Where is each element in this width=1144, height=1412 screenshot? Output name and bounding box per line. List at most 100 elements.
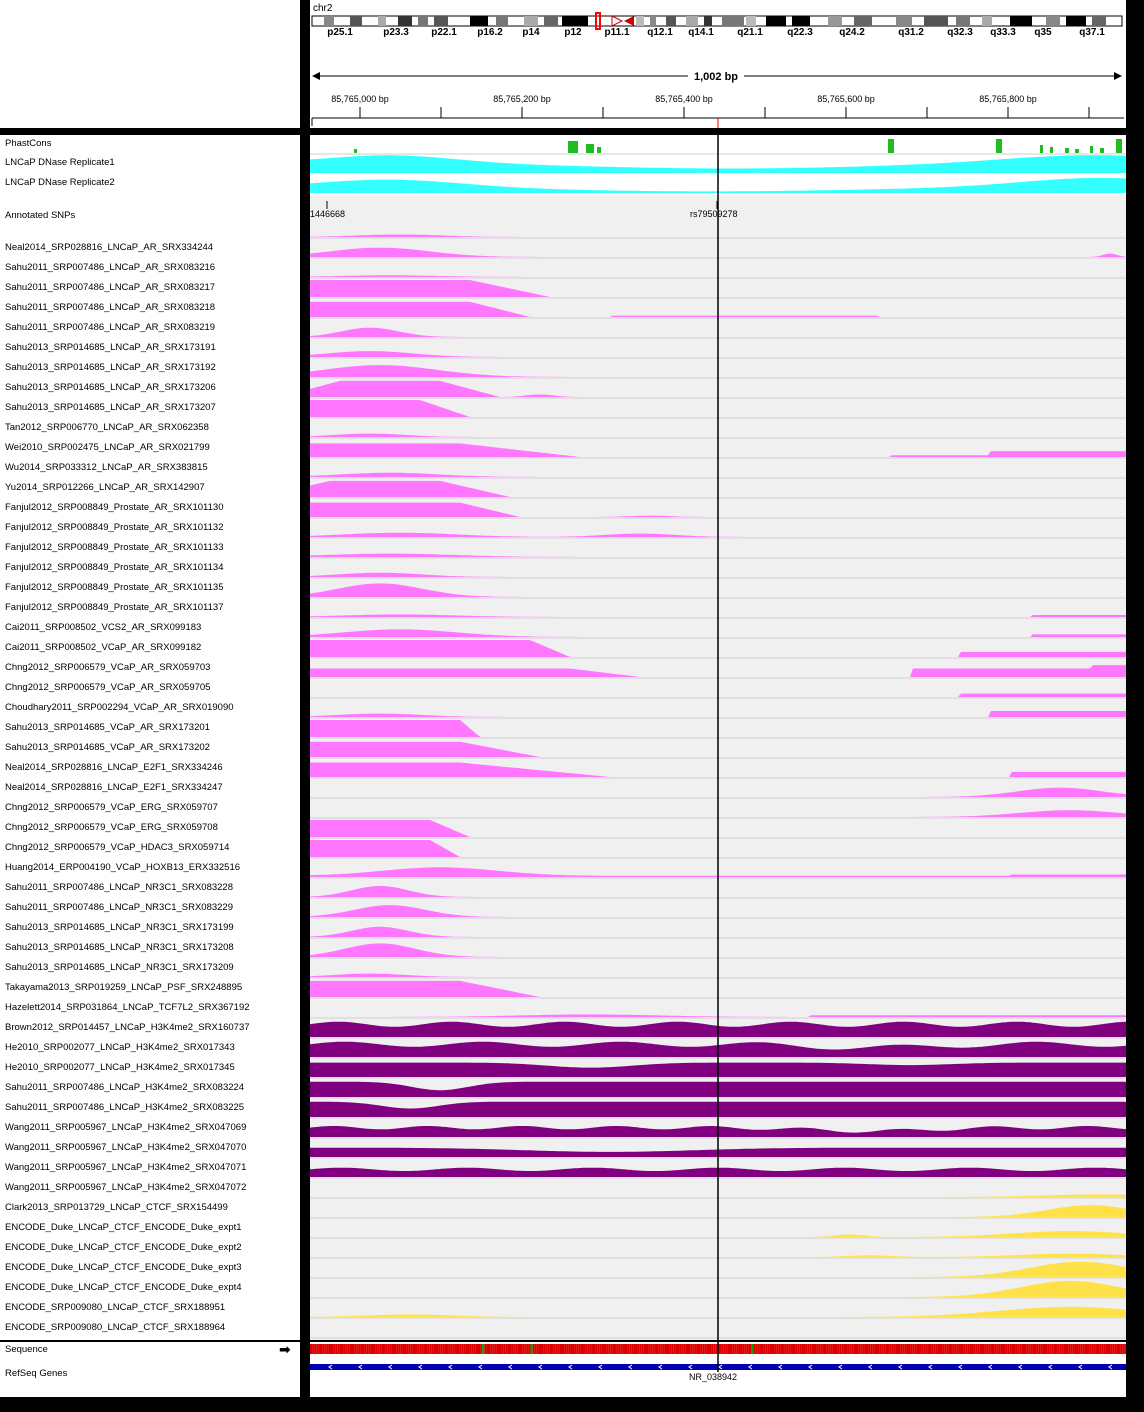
cytoband-label: p11.1: [604, 27, 630, 38]
chip-track-name[interactable]: ENCODE_Duke_LNCaP_CTCF_ENCODE_Duke_expt1: [5, 1222, 242, 1233]
sequence-base: [874, 1344, 877, 1354]
chromosome-ideogram[interactable]: [310, 0, 1126, 128]
chip-track-name[interactable]: Sahu2011_SRP007486_LNCaP_NR3C1_SRX083228: [5, 882, 233, 893]
chip-track-name[interactable]: Takayama2013_SRP019259_LNCaP_PSF_SRX2488…: [5, 982, 243, 993]
chip-track-name[interactable]: Wang2011_SRP005967_LNCaP_H3K4me2_SRX0470…: [5, 1182, 247, 1193]
chip-track-name[interactable]: Choudhary2011_SRP002294_VCaP_AR_SRX01909…: [5, 702, 234, 713]
chip-track-name[interactable]: Sahu2013_SRP014685_LNCaP_AR_SRX173192: [5, 362, 216, 373]
chip-track-name[interactable]: He2010_SRP002077_LNCaP_H3K4me2_SRX017343: [5, 1042, 235, 1053]
chip-track-name[interactable]: Chng2012_SRP006579_VCaP_AR_SRX059703: [5, 662, 211, 673]
sequence-base: [971, 1344, 974, 1354]
chip-track-name[interactable]: Sahu2013_SRP014685_LNCaP_NR3C1_SRX173209: [5, 962, 234, 973]
strand-chevron-icon: [1108, 1364, 1113, 1370]
data-panel[interactable]: 1446668 rs79509278: [310, 135, 1126, 1340]
gene-label[interactable]: NR_038942: [689, 1372, 738, 1382]
sequence-base: [732, 1344, 735, 1354]
strand-arrow-icon[interactable]: ➡: [279, 1341, 291, 1357]
sequence-and-gene-tracks[interactable]: [310, 1342, 1126, 1397]
chip-track-name[interactable]: Sahu2011_SRP007486_LNCaP_H3K4me2_SRX0832…: [5, 1102, 245, 1113]
chip-coverage: [310, 614, 1126, 617]
chip-track-name[interactable]: ENCODE_Duke_LNCaP_CTCF_ENCODE_Duke_expt4: [5, 1282, 242, 1293]
chip-track-name[interactable]: Neal2014_SRP028816_LNCaP_E2F1_SRX334247: [5, 782, 223, 793]
sequence-base: [568, 1344, 571, 1354]
chip-track-name[interactable]: ENCODE_SRP009080_LNCaP_CTCF_SRX188951: [5, 1302, 226, 1313]
chip-track-name[interactable]: Fanjul2012_SRP008849_Prostate_AR_SRX1011…: [5, 582, 224, 593]
chip-track-name[interactable]: Sahu2011_SRP007486_LNCaP_AR_SRX083218: [5, 302, 216, 313]
chip-track-name[interactable]: Sahu2011_SRP007486_LNCaP_NR3C1_SRX083229: [5, 902, 233, 913]
bottom-name-panel[interactable]: Sequence ➡ RefSeq Genes: [0, 1341, 300, 1397]
sequence-base: [375, 1344, 378, 1354]
chip-track-name[interactable]: Hazelett2014_SRP031864_LNCaP_TCF7L2_SRX3…: [5, 1002, 250, 1013]
sequence-base: [929, 1344, 932, 1354]
chip-track-name[interactable]: ENCODE_SRP009080_LNCaP_CTCF_SRX188964: [5, 1322, 226, 1333]
track-name-sequence[interactable]: Sequence: [5, 1344, 48, 1355]
ruler-panel[interactable]: chr2 p25.1 p23.3 p22.1 p16.2 p14 p12 p11.1 q12.…: [310, 0, 1126, 128]
track-name-dnase2[interactable]: LNCaP DNase Replicate2: [5, 177, 115, 188]
sequence-base: [742, 1344, 745, 1354]
sequence-base: [807, 1344, 810, 1354]
chip-coverage: [310, 886, 1126, 897]
sequence-base: [688, 1344, 691, 1354]
sequence-base: [757, 1344, 760, 1354]
chip-track-name[interactable]: Wang2011_SRP005967_LNCaP_H3K4me2_SRX0470…: [5, 1122, 247, 1133]
chip-track-name[interactable]: ENCODE_Duke_LNCaP_CTCF_ENCODE_Duke_expt2: [5, 1242, 242, 1253]
sequence-base: [356, 1344, 359, 1354]
snp-label-1[interactable]: 1446668: [310, 209, 346, 219]
chip-track-name[interactable]: Fanjul2012_SRP008849_Prostate_AR_SRX1011…: [5, 522, 224, 533]
chip-track-name[interactable]: Cai2011_SRP008502_VCaP_AR_SRX099182: [5, 642, 202, 653]
chip-track-name[interactable]: Sahu2013_SRP014685_LNCaP_NR3C1_SRX173208: [5, 942, 234, 953]
chip-track-name[interactable]: Chng2012_SRP006579_VCaP_ERG_SRX059707: [5, 802, 218, 813]
chip-track-name[interactable]: Sahu2013_SRP014685_VCaP_AR_SRX173202: [5, 742, 210, 753]
sequence-base: [1055, 1344, 1058, 1354]
cytoband: [350, 16, 362, 26]
chip-track-name[interactable]: Chng2012_SRP006579_VCaP_HDAC3_SRX059714: [5, 842, 230, 853]
chip-track-name[interactable]: Wang2011_SRP005967_LNCaP_H3K4me2_SRX0470…: [5, 1142, 247, 1153]
chip-track-name[interactable]: Sahu2013_SRP014685_LNCaP_AR_SRX173207: [5, 402, 216, 413]
sequence-base: [352, 1344, 355, 1354]
chip-track-name[interactable]: Wei2010_SRP002475_LNCaP_AR_SRX021799: [5, 442, 210, 453]
cytoband: [1092, 16, 1106, 26]
chip-track-name[interactable]: Sahu2013_SRP014685_LNCaP_NR3C1_SRX173199: [5, 922, 234, 933]
chip-track-name[interactable]: Fanjul2012_SRP008849_Prostate_AR_SRX1011…: [5, 542, 224, 553]
chip-track-name[interactable]: Neal2014_SRP028816_LNCaP_E2F1_SRX334246: [5, 762, 223, 773]
chip-track-name[interactable]: Tan2012_SRP006770_LNCaP_AR_SRX062358: [5, 422, 209, 433]
chip-track-name[interactable]: Sahu2013_SRP014685_LNCaP_AR_SRX173206: [5, 382, 216, 393]
sequence-base: [820, 1344, 823, 1354]
chip-track-name[interactable]: Fanjul2012_SRP008849_Prostate_AR_SRX1011…: [5, 602, 224, 613]
chip-coverage: [310, 301, 1126, 317]
chip-track-name[interactable]: Chng2012_SRP006579_VCaP_AR_SRX059705: [5, 682, 211, 693]
chip-track-name[interactable]: Wang2011_SRP005967_LNCaP_H3K4me2_SRX0470…: [5, 1162, 247, 1173]
chip-track-name[interactable]: Sahu2011_SRP007486_LNCaP_AR_SRX083217: [5, 282, 216, 293]
chip-track-name[interactable]: Sahu2013_SRP014685_LNCaP_AR_SRX173191: [5, 342, 216, 353]
chip-track-name[interactable]: Brown2012_SRP014457_LNCaP_H3K4me2_SRX160…: [5, 1022, 250, 1033]
chip-track-name[interactable]: Clark2013_SRP013729_LNCaP_CTCF_SRX154499: [5, 1202, 228, 1213]
chip-track-name[interactable]: Chng2012_SRP006579_VCaP_ERG_SRX059708: [5, 822, 218, 833]
track-name-dnase1[interactable]: LNCaP DNase Replicate1: [5, 157, 115, 168]
snp-label-2[interactable]: rs79509278: [690, 209, 738, 219]
chip-track-name[interactable]: He2010_SRP002077_LNCaP_H3K4me2_SRX017345: [5, 1062, 235, 1073]
chip-track-name[interactable]: Cai2011_SRP008502_VCS2_AR_SRX099183: [5, 622, 202, 633]
coverage-tracks[interactable]: [310, 135, 1126, 1340]
chip-track-name[interactable]: Sahu2011_SRP007486_LNCaP_AR_SRX083219: [5, 322, 216, 333]
chip-track-name[interactable]: ENCODE_Duke_LNCaP_CTCF_ENCODE_Duke_expt3: [5, 1262, 242, 1273]
sequence-base: [982, 1344, 985, 1354]
track-name-phastcons[interactable]: PhastCons: [5, 138, 52, 149]
chip-track-name[interactable]: Yu2014_SRP012266_LNCaP_AR_SRX142907: [5, 482, 205, 493]
chip-track-name[interactable]: Sahu2011_SRP007486_LNCaP_AR_SRX083216: [5, 262, 216, 273]
track-name-snps[interactable]: Annotated SNPs: [5, 210, 76, 221]
sequence-base: [1028, 1344, 1031, 1354]
chip-track-name[interactable]: Huang2014_ERP004190_VCaP_HOXB13_ERX33251…: [5, 862, 241, 873]
track-name-refseq[interactable]: RefSeq Genes: [5, 1368, 68, 1379]
track-name-panel[interactable]: PhastCons LNCaP DNase Replicate1 LNCaP D…: [0, 135, 300, 1340]
chip-track-name[interactable]: Sahu2013_SRP014685_VCaP_AR_SRX173201: [5, 722, 210, 733]
sequence-base: [711, 1344, 714, 1354]
chip-track-name[interactable]: Neal2014_SRP028816_LNCaP_AR_SRX334244: [5, 242, 214, 253]
chip-track-name[interactable]: Fanjul2012_SRP008849_Prostate_AR_SRX1011…: [5, 502, 224, 513]
sequence-base: [553, 1344, 556, 1354]
chip-track-name[interactable]: Fanjul2012_SRP008849_Prostate_AR_SRX1011…: [5, 562, 224, 573]
strand-chevron-icon: [328, 1364, 333, 1370]
chromosome-label[interactable]: chr2: [313, 3, 333, 14]
chip-track-name[interactable]: Sahu2011_SRP007486_LNCaP_H3K4me2_SRX0832…: [5, 1082, 245, 1093]
bottom-data-panel[interactable]: NR_038942: [310, 1342, 1126, 1397]
chip-track-name[interactable]: Wu2014_SRP033312_LNCaP_AR_SRX383815: [5, 462, 208, 473]
